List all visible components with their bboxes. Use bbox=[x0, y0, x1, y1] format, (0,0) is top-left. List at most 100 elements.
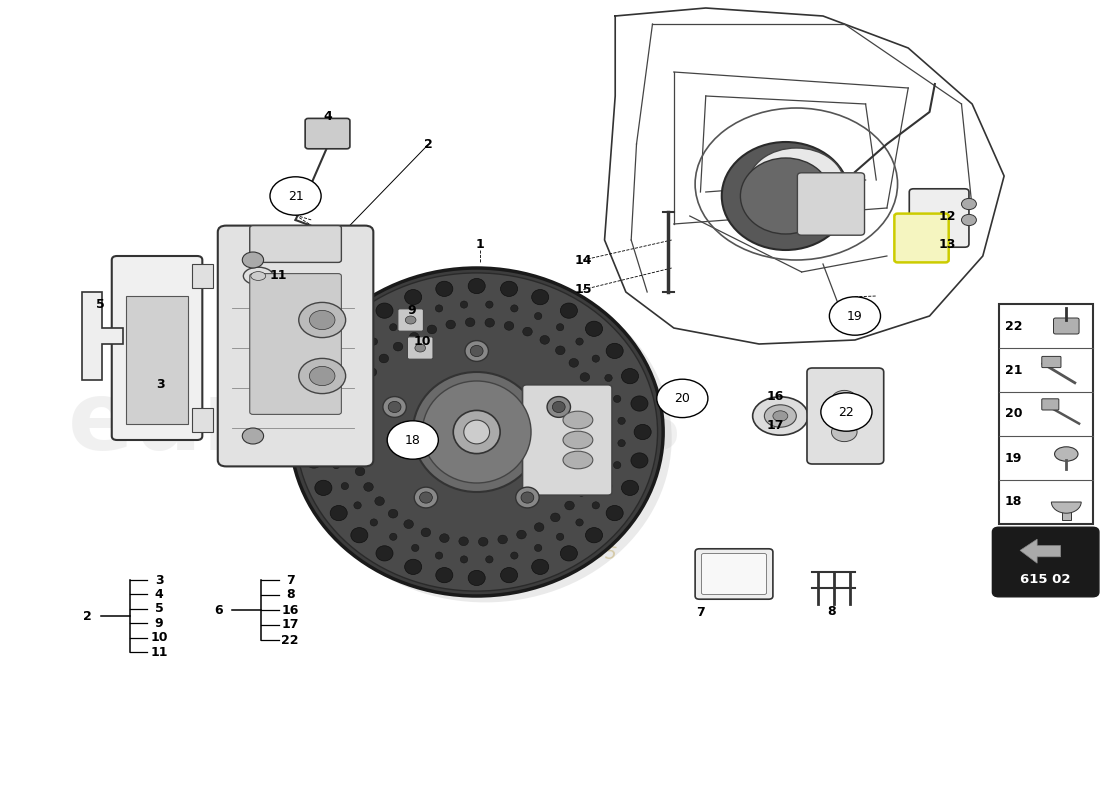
Ellipse shape bbox=[521, 492, 534, 503]
Text: 22: 22 bbox=[1005, 319, 1022, 333]
Ellipse shape bbox=[510, 552, 518, 559]
Circle shape bbox=[270, 177, 321, 215]
Ellipse shape bbox=[332, 395, 340, 402]
Text: 16: 16 bbox=[282, 603, 299, 617]
Ellipse shape bbox=[547, 397, 571, 418]
Text: 18: 18 bbox=[405, 434, 420, 446]
Ellipse shape bbox=[330, 343, 348, 358]
Circle shape bbox=[309, 366, 336, 386]
Polygon shape bbox=[1020, 539, 1060, 563]
Text: 18: 18 bbox=[1005, 495, 1022, 509]
Text: 12: 12 bbox=[939, 210, 956, 222]
FancyBboxPatch shape bbox=[894, 214, 948, 262]
Ellipse shape bbox=[389, 533, 397, 540]
Circle shape bbox=[961, 198, 977, 210]
Ellipse shape bbox=[576, 487, 586, 496]
Ellipse shape bbox=[421, 528, 431, 537]
Ellipse shape bbox=[469, 278, 485, 294]
Polygon shape bbox=[82, 292, 123, 380]
Ellipse shape bbox=[585, 321, 603, 336]
Ellipse shape bbox=[375, 497, 384, 506]
Ellipse shape bbox=[383, 397, 406, 418]
Ellipse shape bbox=[405, 559, 421, 574]
Ellipse shape bbox=[394, 342, 403, 351]
Ellipse shape bbox=[588, 388, 598, 397]
Ellipse shape bbox=[459, 537, 469, 546]
Text: 7: 7 bbox=[696, 606, 705, 618]
Ellipse shape bbox=[560, 546, 578, 561]
Ellipse shape bbox=[341, 374, 349, 382]
Ellipse shape bbox=[376, 303, 393, 318]
Ellipse shape bbox=[631, 396, 648, 411]
Ellipse shape bbox=[764, 405, 796, 427]
FancyBboxPatch shape bbox=[695, 549, 773, 599]
Ellipse shape bbox=[328, 439, 336, 446]
Ellipse shape bbox=[606, 506, 624, 521]
FancyBboxPatch shape bbox=[250, 274, 341, 414]
Ellipse shape bbox=[557, 324, 564, 331]
Ellipse shape bbox=[560, 303, 578, 318]
Ellipse shape bbox=[351, 321, 367, 336]
Ellipse shape bbox=[328, 418, 336, 425]
Ellipse shape bbox=[569, 358, 579, 367]
Circle shape bbox=[829, 297, 880, 335]
Ellipse shape bbox=[348, 434, 356, 442]
Ellipse shape bbox=[306, 453, 322, 468]
Text: 1: 1 bbox=[475, 238, 484, 250]
Bar bbox=[191, 408, 213, 432]
Ellipse shape bbox=[535, 544, 542, 551]
FancyBboxPatch shape bbox=[522, 385, 612, 495]
Ellipse shape bbox=[296, 273, 658, 591]
Ellipse shape bbox=[367, 368, 376, 377]
Ellipse shape bbox=[522, 327, 532, 336]
Ellipse shape bbox=[1055, 446, 1078, 461]
Ellipse shape bbox=[341, 482, 349, 490]
FancyBboxPatch shape bbox=[305, 118, 350, 149]
Ellipse shape bbox=[415, 487, 438, 508]
Text: 22: 22 bbox=[282, 634, 299, 646]
Ellipse shape bbox=[350, 450, 360, 459]
Ellipse shape bbox=[485, 301, 493, 308]
Ellipse shape bbox=[535, 313, 542, 320]
Text: 16: 16 bbox=[767, 390, 783, 402]
Text: 19: 19 bbox=[1005, 451, 1022, 465]
Circle shape bbox=[657, 379, 708, 418]
Ellipse shape bbox=[621, 480, 638, 495]
Ellipse shape bbox=[422, 381, 531, 483]
Ellipse shape bbox=[504, 322, 514, 330]
Ellipse shape bbox=[563, 411, 593, 429]
Text: 5: 5 bbox=[155, 602, 164, 615]
Ellipse shape bbox=[592, 355, 600, 362]
Bar bbox=[1062, 502, 1070, 520]
Ellipse shape bbox=[315, 480, 332, 495]
Text: 7: 7 bbox=[286, 574, 295, 586]
Ellipse shape bbox=[618, 418, 625, 425]
Text: 2: 2 bbox=[425, 138, 433, 150]
Ellipse shape bbox=[354, 502, 361, 509]
Text: 22: 22 bbox=[838, 406, 855, 418]
Text: 2: 2 bbox=[84, 610, 92, 622]
Ellipse shape bbox=[564, 501, 574, 510]
Ellipse shape bbox=[500, 282, 518, 297]
Text: 6: 6 bbox=[214, 603, 223, 617]
Ellipse shape bbox=[330, 506, 348, 521]
Text: 15: 15 bbox=[574, 283, 592, 296]
Ellipse shape bbox=[469, 570, 485, 586]
FancyBboxPatch shape bbox=[398, 309, 424, 331]
Text: 4: 4 bbox=[323, 110, 332, 122]
FancyBboxPatch shape bbox=[112, 256, 202, 440]
Ellipse shape bbox=[358, 383, 367, 392]
Ellipse shape bbox=[411, 313, 419, 320]
Ellipse shape bbox=[370, 519, 377, 526]
Ellipse shape bbox=[465, 318, 475, 326]
Ellipse shape bbox=[563, 451, 593, 469]
Ellipse shape bbox=[306, 396, 322, 411]
FancyBboxPatch shape bbox=[798, 173, 865, 235]
Circle shape bbox=[748, 148, 845, 220]
Circle shape bbox=[832, 390, 857, 410]
Ellipse shape bbox=[531, 290, 549, 305]
Ellipse shape bbox=[634, 424, 651, 440]
Ellipse shape bbox=[605, 482, 613, 490]
Text: 13: 13 bbox=[939, 238, 956, 250]
Ellipse shape bbox=[485, 318, 495, 327]
